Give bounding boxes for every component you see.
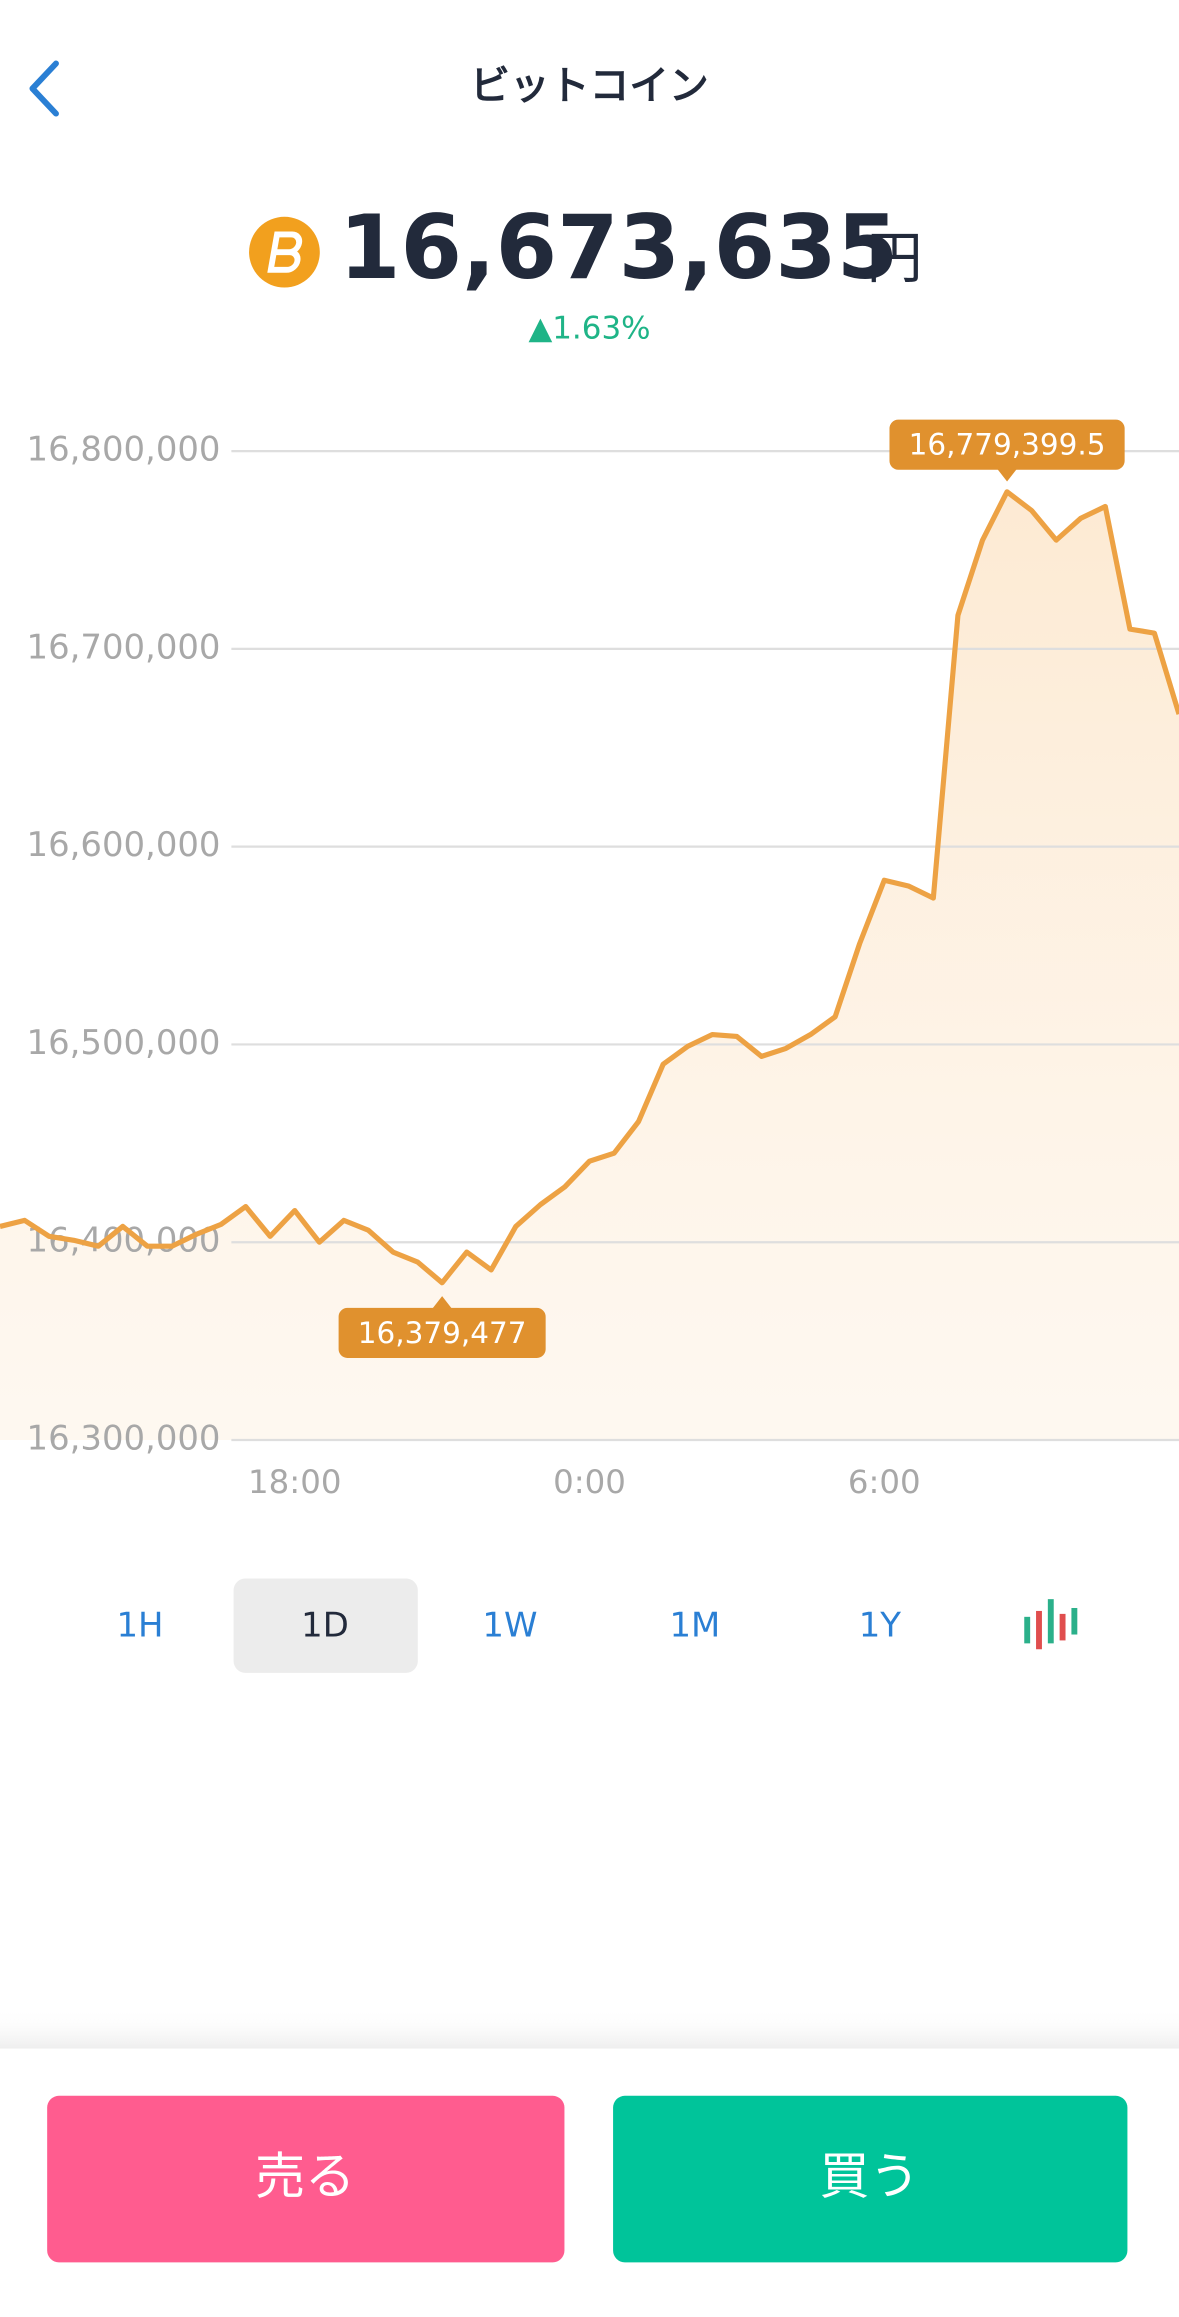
value-label: 16,779,399.5 [909,428,1106,462]
range-tab[interactable]: 1W [482,1606,537,1645]
range-tab[interactable]: 1M [669,1606,720,1645]
range-tab[interactable]: 1H [116,1606,163,1645]
price: 16,673,635 [339,196,898,299]
price-unit: 円 [867,227,923,292]
area [0,491,1179,1440]
bitcoin-icon [249,216,320,288]
chart: 16,300,00016,400,00016,500,00016,600,000… [0,419,1179,1501]
buy-button[interactable] [613,2095,1128,2263]
value-callout: 16,379,477 [338,1296,546,1358]
candle-toggle[interactable] [1024,1599,1078,1650]
tab-selected-bg [233,1578,418,1673]
y-tick-label: 16,600,000 [27,825,221,864]
x-tick-label: 18:00 [248,1463,341,1501]
line [0,489,1179,1286]
y-tick-label: 16,800,000 [27,430,221,469]
sell-button[interactable] [47,2095,565,2263]
buy-label: 買う [819,2146,919,2205]
x-tick-label: 6:00 [848,1463,921,1501]
page-title: ビットコイン [470,63,709,109]
callout-box [338,1307,546,1358]
footer-shadow [0,2007,1179,2049]
y-tick-label: 16,700,000 [27,627,221,666]
range-tab[interactable]: 1Y [859,1606,902,1645]
value-callout: 16,779,399.5 [889,419,1125,482]
callout-box [889,419,1125,470]
back-button[interactable] [29,60,59,117]
value-label: 16,379,477 [358,1316,527,1350]
y-tick-label: 16,300,000 [27,1418,221,1457]
callout-pointer [996,468,1018,482]
sell-label: 売る [255,2146,355,2205]
range-tab[interactable]: 1D [301,1606,349,1645]
x-tick-label: 0:00 [553,1463,626,1501]
price-change: ▲1.63% [528,311,650,347]
y-tick-label: 16,500,000 [27,1023,221,1062]
range-tabs: 1H 1D 1W 1M 1Y [116,1578,902,1673]
callout-pointer [431,1296,453,1310]
